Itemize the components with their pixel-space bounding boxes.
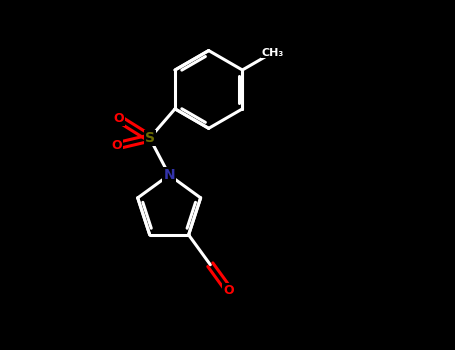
Text: O: O — [111, 139, 122, 152]
Text: O: O — [223, 284, 234, 297]
Text: CH₃: CH₃ — [262, 48, 284, 57]
Text: N: N — [163, 168, 175, 182]
Text: O: O — [113, 112, 124, 125]
Text: S: S — [145, 131, 155, 145]
